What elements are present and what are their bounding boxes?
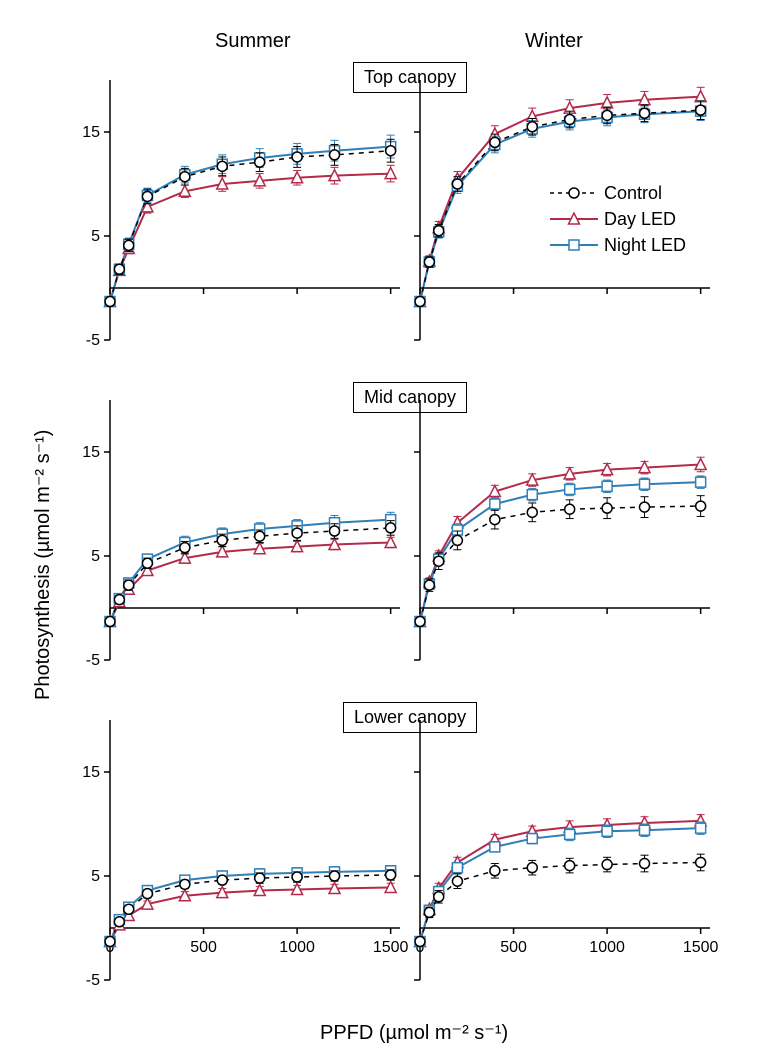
svg-text:15: 15: [82, 124, 100, 141]
svg-text:-5: -5: [86, 972, 100, 989]
svg-text:500: 500: [190, 939, 217, 956]
y-axis-label: Photosynthesis (µmol m⁻² s⁻¹): [30, 430, 55, 700]
svg-text:5: 5: [91, 548, 100, 565]
chart-panel: -5 5 15: [60, 400, 410, 710]
svg-text:1000: 1000: [589, 939, 625, 956]
chart-panel: -5 5 15: [60, 80, 410, 390]
column-header: Winter: [525, 30, 583, 53]
svg-text:15: 15: [82, 444, 100, 461]
figure-container: Summer Winter Photosynthesis (µmol m⁻² s⁻¹…: [0, 0, 758, 1061]
svg-text:5: 5: [91, 228, 100, 245]
svg-text:-5: -5: [86, 652, 100, 669]
svg-text:1000: 1000: [279, 939, 315, 956]
svg-text:-5: -5: [86, 332, 100, 349]
chart-panel: [370, 400, 720, 710]
svg-text:1500: 1500: [683, 939, 719, 956]
svg-text:15: 15: [82, 764, 100, 781]
column-header: Summer: [215, 30, 291, 53]
svg-text:500: 500: [500, 939, 527, 956]
chart-panel: 050010001500: [370, 720, 720, 1030]
chart-panel: [370, 80, 720, 390]
svg-text:5: 5: [91, 868, 100, 885]
chart-panel: -5515050010001500: [60, 720, 410, 1030]
